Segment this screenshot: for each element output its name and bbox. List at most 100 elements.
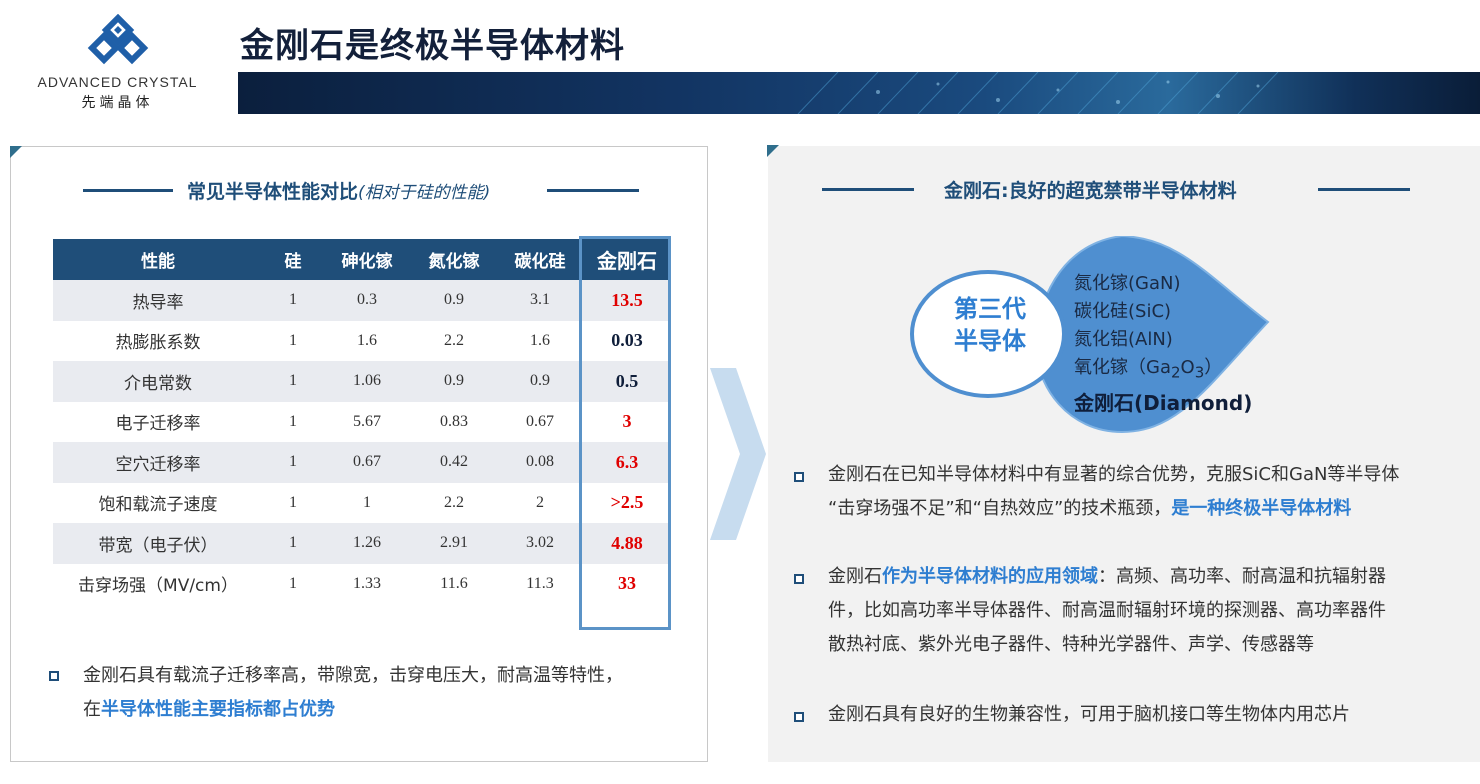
diamond-value: 0.03 xyxy=(611,330,643,351)
right-bullet-1: 金刚石在已知半导体材料中有显著的综合优势，克服SiC和GaN等半导体 “击穿场强… xyxy=(828,458,1399,526)
material-item: 氮化镓(GaN) xyxy=(1074,273,1181,294)
material-diamond: 金刚石(Diamond) xyxy=(1074,390,1253,415)
table-cell: 0.83 xyxy=(440,412,468,430)
title-rule-left xyxy=(83,189,173,192)
comparison-title: 常见半导体性能对比(相对于硅的性能) xyxy=(187,177,490,204)
table-cell: 2 xyxy=(536,493,544,511)
diamond-value: 13.5 xyxy=(583,280,671,321)
table-row: 空穴迁移率 1 0.67 0.42 0.08 6.3 xyxy=(53,442,671,483)
banner-texture xyxy=(797,72,1279,114)
diamond-value: 6.3 xyxy=(583,442,671,483)
third-gen-line2: 半导体 xyxy=(954,327,1026,355)
right-bullet-3: 金刚石具有良好的生物兼容性，可用于脑机接口等生物体内用芯片 xyxy=(828,704,1350,725)
left-bullet-prefix: 在 xyxy=(83,699,101,720)
bullet-square-icon xyxy=(49,671,59,681)
diamond-value: 33 xyxy=(618,573,636,594)
logo-english: ADVANCED CRYSTAL xyxy=(37,74,198,90)
comparison-table: 性能 硅 砷化镓 氮化镓 碳化硅 金刚石 热导率 1 0.3 0.9 3.1 13.5 热膨… xyxy=(53,239,671,604)
table-cell: 2.2 xyxy=(444,331,464,349)
right-bullet-1-line2: “击穿场强不足”和“自热效应”的技术瓶颈， xyxy=(828,498,1172,519)
diamond-value: 3 xyxy=(622,411,632,432)
diamond-value: 4.88 xyxy=(583,523,671,564)
table-cell: 0.9 xyxy=(411,361,497,402)
row-label: 介电常数 xyxy=(53,361,263,402)
table-cell: 1 xyxy=(289,493,297,511)
table-cell: 1 xyxy=(263,442,323,483)
col-header: 性能 xyxy=(53,239,263,280)
row-label: 击穿场强（MV/cm） xyxy=(78,576,238,597)
panel-corner-mark xyxy=(10,146,22,158)
right-bullet-2-prefix: 金刚石 xyxy=(828,566,882,587)
table-cell: 11.6 xyxy=(440,574,468,592)
diamond-value: >2.5 xyxy=(610,492,644,513)
table-cell: 1.33 xyxy=(353,574,381,592)
table-cell: 5.67 xyxy=(353,412,381,430)
title-rule-right xyxy=(1318,188,1410,191)
table-cell: 0.9 xyxy=(497,361,583,402)
right-bullet-1-highlight: 是一种终极半导体材料 xyxy=(1171,498,1352,519)
left-bullet-text: 金刚石具有载流子迁移率高，带隙宽，击穿电压大，耐高温等特性， 在半导体性能主要指… xyxy=(83,659,683,727)
col-header: 硅 xyxy=(263,239,323,280)
right-bullet-2-line3: 散热衬底、紫外光电子器件、特种光学器件、声学、传感器等 xyxy=(828,634,1314,655)
table-cell: 1.6 xyxy=(530,331,550,349)
third-gen-label: 第三代 半导体 xyxy=(940,293,1040,357)
right-bullet-2: 金刚石作为半导体材料的应用领域：高频、高功率、耐高温和抗辐射器 件，比如高功率半… xyxy=(828,560,1386,662)
ga2o3-suffix: ） xyxy=(1204,357,1223,378)
table-cell: 3.02 xyxy=(497,523,583,564)
table-cell: 3.1 xyxy=(497,280,583,321)
table-cell: 1.6 xyxy=(357,331,377,349)
col-header: 氮化镓 xyxy=(411,239,497,280)
table-row: 电子迁移率 1 5.67 0.83 0.67 3 xyxy=(53,402,671,443)
bullet-square-icon xyxy=(794,574,804,584)
table-row: 热导率 1 0.3 0.9 3.1 13.5 xyxy=(53,280,671,321)
right-bullet-2-highlight: 作为半导体材料的应用领域 xyxy=(882,566,1098,587)
table-cell: 0.9 xyxy=(411,280,497,321)
table-cell: 2.91 xyxy=(411,523,497,564)
table-cell: 1.06 xyxy=(323,361,411,402)
panel-corner-mark xyxy=(767,145,779,157)
col-header-diamond: 金刚石 xyxy=(583,239,671,280)
table-cell: 11.3 xyxy=(526,574,554,592)
table-cell: 1 xyxy=(263,280,323,321)
ga2o3-prefix: 氧化镓（Ga xyxy=(1074,357,1171,378)
material-item-ga2o3: 氧化镓（Ga2O3） xyxy=(1074,354,1252,387)
semiconductor-diagram xyxy=(910,236,1270,434)
right-bullet-2-line2: 件，比如高功率半导体器件、耐高温耐辐射环境的探测器、高功率器件 xyxy=(828,600,1386,621)
table-cell: 0.42 xyxy=(411,442,497,483)
material-item: 氮化铝(AlN) xyxy=(1074,329,1173,350)
table-cell: 1 xyxy=(263,361,323,402)
comparison-title-main: 常见半导体性能对比 xyxy=(187,181,359,203)
table-cell: 0.08 xyxy=(497,442,583,483)
table-cell: 1 xyxy=(363,493,371,511)
right-bullet-2-rest: ：高频、高功率、耐高温和抗辐射器 xyxy=(1098,566,1386,587)
row-label: 带宽（电子伏） xyxy=(53,523,263,564)
row-label: 电子迁移率 xyxy=(115,414,201,435)
row-label: 空穴迁移率 xyxy=(53,442,263,483)
ga2o3-mid: O xyxy=(1180,357,1195,378)
table-header-row: 性能 硅 砷化镓 氮化镓 碳化硅 金刚石 xyxy=(53,239,671,280)
comparison-panel: 常见半导体性能对比(相对于硅的性能) 性能 硅 砷化镓 氮化镓 碳化硅 金刚石 … xyxy=(10,146,708,762)
ga2o3-sub1: 2 xyxy=(1170,363,1181,382)
title-rule-right xyxy=(547,189,639,192)
table-row: 饱和载流子速度 1 1 2.2 2 >2.5 xyxy=(53,483,671,524)
third-gen-line1: 第三代 xyxy=(954,295,1026,323)
col-header: 砷化镓 xyxy=(323,239,411,280)
table-cell: 1 xyxy=(289,331,297,349)
ga2o3-sub2: 3 xyxy=(1194,363,1205,382)
diamond-title: 金刚石:良好的超宽禁带半导体材料 xyxy=(944,180,1237,202)
left-bullet-line1: 金刚石具有载流子迁移率高，带隙宽，击穿电压大，耐高温等特性， xyxy=(83,665,623,686)
logo-chinese: 先端晶体 xyxy=(81,95,154,111)
bullet-square-icon xyxy=(794,712,804,722)
comparison-title-note: (相对于硅的性能) xyxy=(358,183,491,203)
row-label: 饱和载流子速度 xyxy=(98,495,218,516)
left-bullet-highlight: 半导体性能主要指标都占优势 xyxy=(101,699,335,720)
page-title: 金刚石是终极半导体材料 xyxy=(240,26,625,66)
table-cell: 2.2 xyxy=(444,493,464,511)
right-bullet-1-line1: 金刚石在已知半导体材料中有显著的综合优势，克服SiC和GaN等半导体 xyxy=(828,464,1400,485)
bullet-square-icon xyxy=(794,472,804,482)
table-row: 介电常数 1 1.06 0.9 0.9 0.5 xyxy=(53,361,671,402)
crystal-logo-icon xyxy=(87,14,148,65)
row-label: 热膨胀系数 xyxy=(115,333,201,354)
table-cell: 0.67 xyxy=(526,412,554,430)
table-row: 热膨胀系数 1 1.6 2.2 1.6 0.03 xyxy=(53,321,671,362)
